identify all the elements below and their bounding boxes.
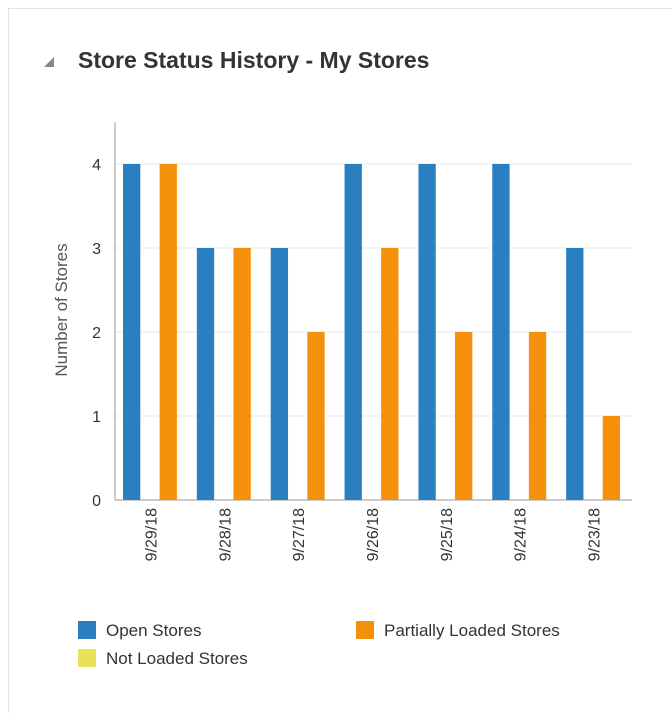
y-tick-label: 3	[92, 241, 101, 258]
bar	[492, 164, 509, 500]
bar	[160, 164, 177, 500]
legend-label: Not Loaded Stores	[106, 649, 248, 668]
y-tick-label: 1	[92, 409, 101, 426]
y-axis-title: Number of Stores	[52, 243, 71, 376]
x-tick-label: 9/24/18	[513, 508, 530, 561]
bar	[123, 164, 140, 500]
x-tick-label: 9/26/18	[365, 508, 382, 561]
legend-swatch	[78, 649, 96, 667]
bar	[381, 248, 398, 500]
bar	[566, 248, 583, 500]
x-tick-label: 9/23/18	[587, 508, 604, 561]
bar	[197, 248, 214, 500]
bar	[529, 332, 546, 500]
legend-label: Open Stores	[106, 621, 201, 640]
bar	[271, 248, 288, 500]
x-tick-label: 9/27/18	[291, 508, 308, 561]
x-tick-label: 9/25/18	[439, 508, 456, 561]
y-tick-label: 4	[92, 157, 101, 174]
bar	[233, 248, 250, 500]
x-tick-label: 9/28/18	[217, 508, 234, 561]
bar	[418, 164, 435, 500]
y-tick-label: 2	[92, 325, 101, 342]
bar	[603, 416, 620, 500]
legend-swatch	[356, 621, 374, 639]
bar	[307, 332, 324, 500]
bar	[455, 332, 472, 500]
bar	[345, 164, 362, 500]
x-tick-label: 9/29/18	[143, 508, 160, 561]
chart-title: Store Status History - My Stores	[78, 47, 429, 73]
y-tick-label: 0	[92, 493, 101, 510]
legend-label: Partially Loaded Stores	[384, 621, 560, 640]
legend-swatch	[78, 621, 96, 639]
